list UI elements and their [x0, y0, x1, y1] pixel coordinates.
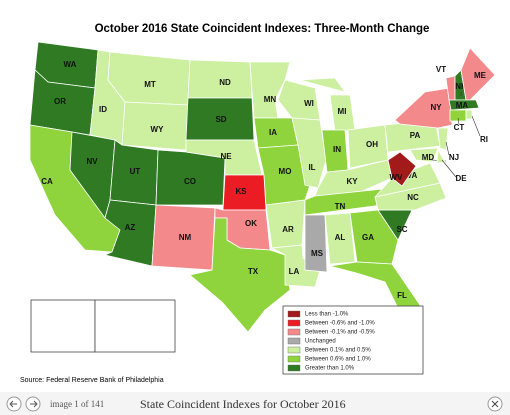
state-label: MT: [144, 80, 156, 89]
state-label: CT: [454, 123, 465, 132]
state-label: IL: [308, 163, 315, 172]
state-shape: [437, 127, 449, 151]
state-label: NJ: [449, 153, 459, 162]
footer-bar: [0, 392, 510, 415]
hawaii-inset: [94, 299, 176, 353]
state-label: ID: [99, 105, 107, 114]
state-label: CO: [184, 177, 196, 186]
label-leader: [445, 141, 450, 156]
state-label: NE: [220, 152, 232, 161]
legend-swatch: [287, 310, 301, 318]
state-label: IA: [269, 128, 277, 137]
state-label: NY: [430, 103, 442, 112]
state-label: VA: [407, 171, 418, 180]
legend-swatch: [287, 337, 301, 345]
state-label: NV: [86, 157, 98, 166]
state-shape: [387, 151, 417, 187]
state-label: MO: [279, 167, 292, 176]
legend-swatch: [287, 364, 301, 372]
state-label: SD: [215, 115, 226, 124]
label-leader: [441, 159, 457, 178]
source-note: Source: Federal Reserve Bank of Philadel…: [20, 377, 164, 384]
state-label: WI: [304, 99, 314, 108]
state-label: WY: [151, 125, 165, 134]
state-shape: [460, 47, 496, 101]
legend-label: Unchanged: [305, 339, 336, 345]
state-shape: [373, 162, 441, 198]
label-leader: [471, 115, 481, 137]
state-label: MD: [422, 153, 435, 162]
legend-label: Between 0.1% and 0.5%: [305, 348, 371, 354]
state-label: KS: [235, 187, 247, 196]
state-label: OR: [54, 97, 66, 106]
legend-swatch: [287, 355, 301, 363]
state-shape: [448, 99, 480, 111]
state-label: OH: [366, 140, 378, 149]
state-shape: [449, 109, 467, 122]
close-button[interactable]: [487, 396, 503, 412]
state-shape: [299, 77, 346, 93]
legend-box: [282, 305, 424, 375]
state-label: WA: [64, 60, 77, 69]
legend-swatch: [287, 319, 301, 327]
legend-label: Greater than 1.0%: [305, 366, 355, 372]
legend-label: Between -0.1% and -0.5%: [305, 330, 375, 336]
state-label: ME: [474, 71, 487, 80]
legend-swatch: [287, 328, 301, 336]
state-label: SC: [396, 225, 407, 234]
state-label: GA: [362, 233, 374, 242]
state-shape: [189, 217, 291, 333]
state-label: LA: [289, 267, 300, 276]
legend-label: Between -0.6% and -1.0%: [305, 321, 375, 327]
map-title: October 2016 State Coincident Indexes: T…: [95, 23, 430, 35]
state-shape: [409, 147, 439, 163]
state-label: MI: [338, 107, 347, 116]
state-label: WV: [390, 173, 404, 182]
caption: State Coincident Indexes for October 201…: [140, 397, 346, 411]
legend-label: Between 0.6% and 1.0%: [305, 357, 371, 363]
state-label: DE: [455, 174, 467, 183]
state-label: UT: [130, 167, 141, 176]
state-label: AL: [335, 233, 346, 242]
state-shape: [394, 87, 453, 129]
state-label: AZ: [125, 223, 136, 232]
state-label: AR: [282, 225, 294, 234]
state-label: OK: [245, 219, 257, 228]
state-label: KY: [346, 177, 358, 186]
legend: Less than -1.0% Between -0.6% and -1.0% Be…: [287, 310, 375, 372]
next-button[interactable]: [25, 396, 41, 412]
state-shape: [349, 209, 399, 265]
state-label: NC: [407, 193, 419, 202]
state-shape: [155, 149, 226, 206]
state-label: NH: [455, 82, 467, 91]
state-shape: [304, 214, 328, 273]
state-label: TN: [335, 202, 346, 211]
state-label: TX: [248, 267, 259, 276]
state-shape: [465, 109, 473, 120]
state-label: MN: [264, 95, 277, 104]
label-leader: [457, 117, 460, 125]
legend-label: Less than -1.0%: [305, 312, 349, 318]
state-label: NM: [179, 233, 192, 242]
state-label: RI: [480, 135, 488, 144]
state-label: ND: [219, 78, 231, 87]
state-label: PA: [410, 131, 421, 140]
state-label: IN: [333, 145, 341, 154]
alaska-inset: [30, 299, 96, 353]
prev-button[interactable]: [6, 396, 22, 412]
state-label: CA: [41, 177, 53, 186]
state-shape: [270, 244, 321, 288]
image-counter: image 1 of 141: [50, 399, 104, 409]
state-label: FL: [397, 291, 407, 300]
state-shape: [436, 148, 446, 164]
state-label: MS: [311, 249, 324, 258]
state-label: VT: [436, 65, 446, 74]
legend-swatch: [287, 346, 301, 354]
state-label: MA: [456, 101, 469, 110]
state-shape: [265, 199, 306, 249]
